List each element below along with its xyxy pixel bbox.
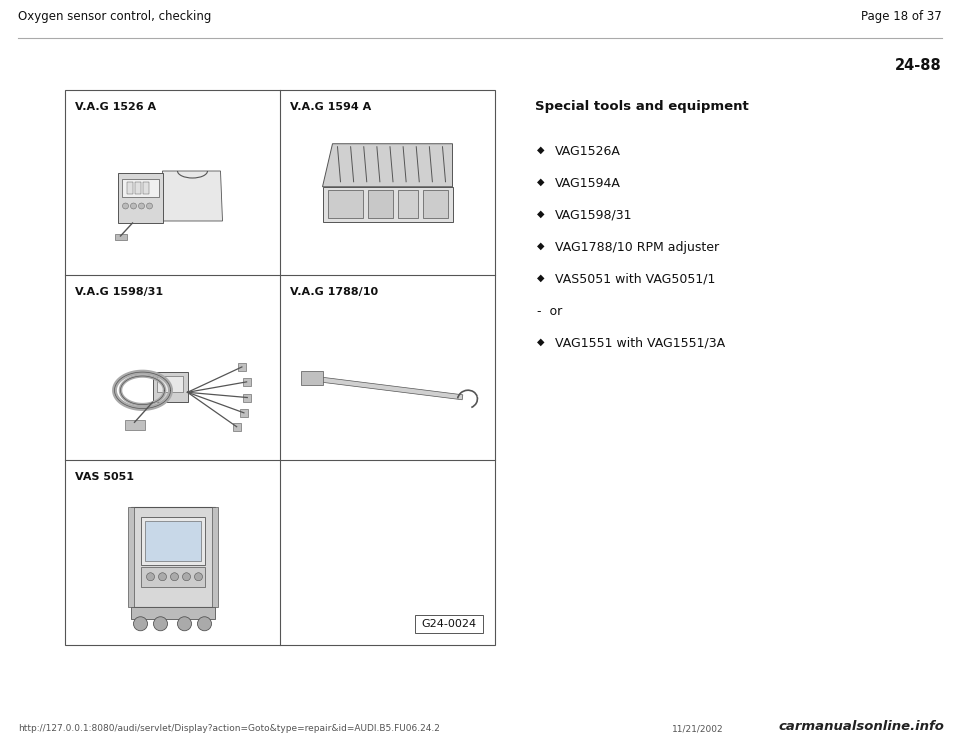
Circle shape [131,203,136,209]
Circle shape [133,617,148,631]
Polygon shape [160,171,223,221]
Bar [131,607,214,619]
Text: VAG1598/31: VAG1598/31 [555,209,633,222]
Bar [127,182,132,194]
Circle shape [198,617,211,631]
Bar [323,187,452,222]
Text: VAG1788/10 RPM adjuster: VAG1788/10 RPM adjuster [555,241,719,254]
Bar [114,234,127,240]
Text: V.A.G 1594 A: V.A.G 1594 A [290,102,372,112]
Circle shape [178,617,191,631]
Text: ◆: ◆ [537,177,544,187]
Bar [128,507,133,607]
Bar [415,615,483,633]
Text: G24-0024: G24-0024 [421,619,476,629]
Circle shape [154,617,167,631]
Text: VAG1594A: VAG1594A [555,177,621,190]
Text: -  or: - or [537,305,563,318]
Bar [422,190,447,217]
Bar [156,376,182,393]
Circle shape [147,203,153,209]
Text: ◆: ◆ [537,273,544,283]
Text: V.A.G 1598/31: V.A.G 1598/31 [75,287,163,297]
Text: carmanualsonline.info: carmanualsonline.info [779,720,944,733]
Text: ◆: ◆ [537,337,544,347]
Bar [211,507,218,607]
Bar [240,409,248,417]
Circle shape [171,573,179,581]
Text: V.A.G 1788/10: V.A.G 1788/10 [290,287,378,297]
Circle shape [158,573,166,581]
Text: 11/21/2002: 11/21/2002 [672,724,724,733]
Bar [140,567,204,587]
Circle shape [195,573,203,581]
Bar [243,378,251,386]
Bar [125,420,145,430]
Circle shape [123,203,129,209]
Text: ◆: ◆ [537,209,544,219]
Bar [397,190,418,217]
Bar [232,423,241,430]
Bar [145,521,201,561]
Bar [238,363,246,371]
Text: http://127.0.0.1:8080/audi/servlet/Display?action=Goto&type=repair&id=AUDI.B5.FU: http://127.0.0.1:8080/audi/servlet/Displ… [18,724,440,733]
Bar [142,182,149,194]
Bar [117,173,162,223]
Text: V.A.G 1526 A: V.A.G 1526 A [75,102,156,112]
Text: ◆: ◆ [537,145,544,155]
Circle shape [138,203,145,209]
Text: VAS5051 with VAG5051/1: VAS5051 with VAG5051/1 [555,273,715,286]
Bar [140,516,204,565]
Text: VAG1551 with VAG1551/3A: VAG1551 with VAG1551/3A [555,337,725,350]
Bar [243,393,252,401]
Bar [65,90,495,645]
Bar [300,371,323,385]
Bar [122,179,158,197]
Bar [131,507,214,607]
Text: VAS 5051: VAS 5051 [75,472,134,482]
FancyArrow shape [302,375,463,400]
Bar [327,190,363,217]
Bar [153,372,187,402]
Text: Special tools and equipment: Special tools and equipment [535,100,749,113]
Circle shape [147,573,155,581]
Text: Page 18 of 37: Page 18 of 37 [861,10,942,23]
Circle shape [182,573,190,581]
Text: ◆: ◆ [537,241,544,251]
Bar [134,182,140,194]
Polygon shape [323,144,452,187]
Text: VAG1526A: VAG1526A [555,145,621,158]
Text: Oxygen sensor control, checking: Oxygen sensor control, checking [18,10,211,23]
Bar [368,190,393,217]
Text: 24-88: 24-88 [896,58,942,73]
